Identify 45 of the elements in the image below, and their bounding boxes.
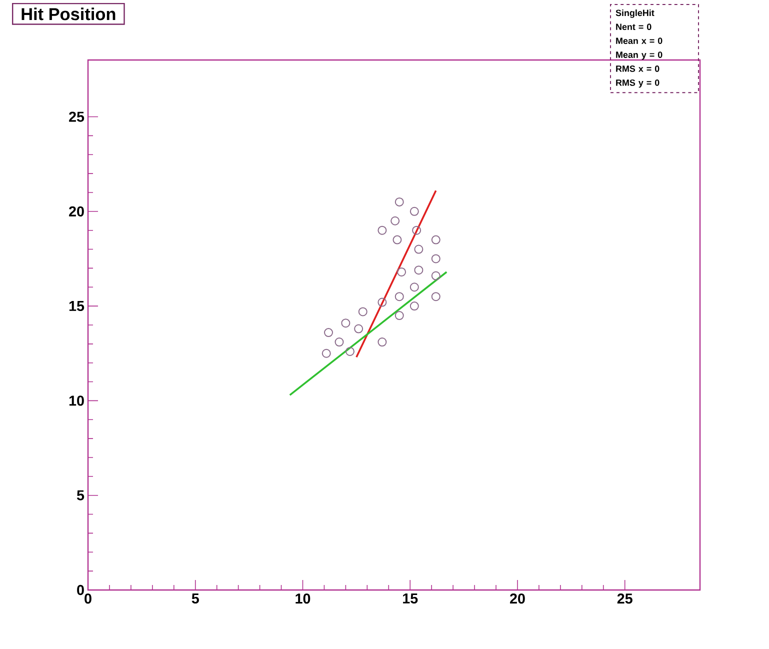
text: Mean x = 0 xyxy=(616,38,662,44)
y-tick-label: 0 xyxy=(77,584,84,596)
x-tick-label: 5 xyxy=(192,594,199,604)
text: Mean y = 0 xyxy=(616,52,662,60)
y-tick-label: 20 xyxy=(69,206,84,216)
point xyxy=(431,292,440,302)
point xyxy=(378,226,387,235)
point xyxy=(324,328,334,338)
x-tick-label: 15 xyxy=(403,594,418,604)
chart-title: Hit Position xyxy=(22,8,116,20)
point xyxy=(322,348,331,358)
y-tick-label: 25 xyxy=(69,112,84,122)
point xyxy=(410,282,419,292)
x-tick-label: 0 xyxy=(84,594,92,604)
point xyxy=(341,318,350,328)
point xyxy=(394,292,404,302)
point xyxy=(334,338,344,347)
point xyxy=(397,267,406,276)
point xyxy=(390,216,400,226)
x-tick-label: 10 xyxy=(296,594,310,604)
point xyxy=(431,235,440,244)
x-tick-label: 25 xyxy=(617,594,632,604)
annotation: RMS x = 0 xyxy=(616,66,660,72)
point xyxy=(345,346,354,356)
y-tick-label: 15 xyxy=(69,301,84,312)
y-tick-label: 10 xyxy=(69,396,84,406)
point xyxy=(358,307,368,316)
x-tick-label: 20 xyxy=(510,594,525,604)
point xyxy=(392,235,402,244)
text: SingleHit xyxy=(616,9,654,18)
text: Nent = 0 xyxy=(616,24,652,30)
point xyxy=(431,254,440,264)
y-tick-label: 5 xyxy=(76,490,84,500)
point xyxy=(394,311,404,320)
annotation: RMS y = 0 xyxy=(616,80,660,88)
point xyxy=(412,226,422,235)
point xyxy=(414,266,424,275)
point xyxy=(378,298,387,307)
point xyxy=(410,206,419,216)
point xyxy=(431,271,440,280)
point xyxy=(410,302,419,311)
point xyxy=(354,324,364,334)
point xyxy=(378,338,387,347)
point xyxy=(394,197,404,206)
point xyxy=(414,244,424,254)
